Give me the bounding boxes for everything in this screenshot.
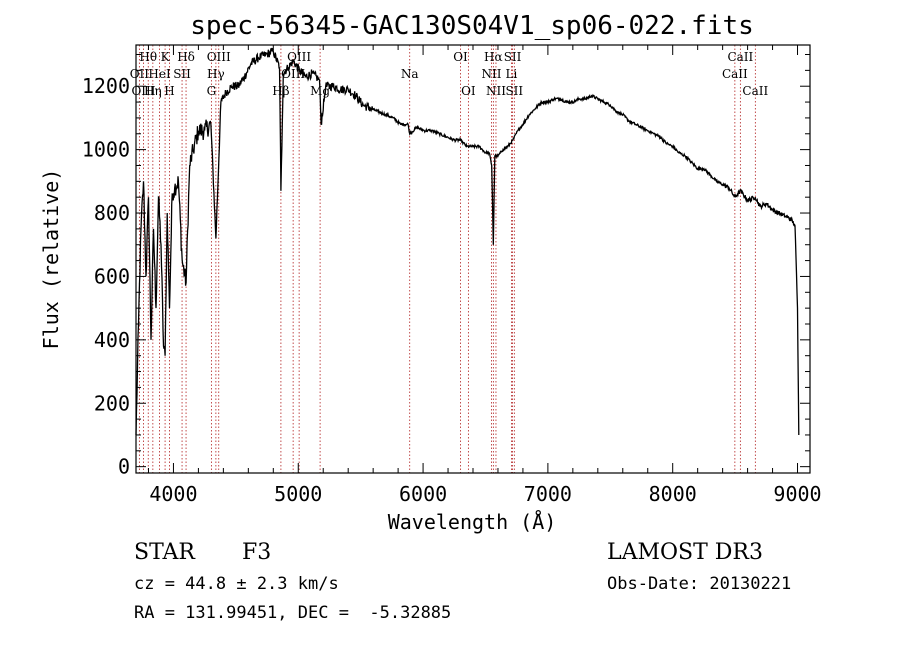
line-label: HeI xyxy=(148,67,171,81)
line-label: CaII xyxy=(742,84,768,98)
x-tick-label: 7000 xyxy=(524,482,572,506)
line-label: Hβ xyxy=(272,84,289,98)
y-tick-label: 1200 xyxy=(82,74,130,98)
line-label: SII xyxy=(173,67,191,81)
survey-name: LAMOST DR3 xyxy=(607,540,763,565)
y-tick-label: 600 xyxy=(94,264,130,288)
x-axis-ticks: 4000 5000 6000 7000 8000 9000 xyxy=(147,45,822,506)
redshift-readout: cz = 44.8 ± 2.3 km/s xyxy=(134,574,339,594)
x-tick-label: 6000 xyxy=(399,482,447,506)
line-label: Na xyxy=(401,67,419,81)
y-tick-label: 800 xyxy=(94,201,130,225)
y-tick-label: 200 xyxy=(94,391,130,415)
reference-lines xyxy=(138,45,756,473)
line-label: Hδ xyxy=(177,50,195,64)
line-label: G xyxy=(207,84,217,98)
line-label: SII xyxy=(504,50,522,64)
y-tick-label: 400 xyxy=(94,328,130,352)
line-label: Hγ xyxy=(207,67,225,81)
line-label: OIII xyxy=(131,84,155,98)
y-tick-label: 0 xyxy=(118,455,130,479)
coordinates-readout: RA = 131.99451, DEC = -5.32885 xyxy=(134,603,452,623)
y-tick-label: 1000 xyxy=(82,138,130,162)
line-label: H xyxy=(164,84,174,98)
line-label: OIII xyxy=(287,50,311,64)
line-label: OIII xyxy=(207,50,231,64)
x-tick-label: 8000 xyxy=(649,482,697,506)
line-label: CaII xyxy=(722,67,748,81)
chart-title: spec-56345-GAC130S04V1_sp06-022.fits xyxy=(190,11,754,41)
line-label: CaII xyxy=(727,50,753,64)
line-label: NII xyxy=(481,67,501,81)
y-axis-ticks: 0 200 400 600 800 1000 1200 xyxy=(82,54,810,479)
spectrum-line xyxy=(135,47,800,436)
line-label: Hα xyxy=(484,50,503,64)
x-tick-label: 5000 xyxy=(274,482,322,506)
line-label: OI xyxy=(453,50,468,64)
x-tick-label: 9000 xyxy=(773,482,821,506)
line-label: SII xyxy=(505,84,523,98)
line-label: K xyxy=(161,50,171,64)
observation-date: Obs-Date: 20130221 xyxy=(607,574,792,594)
object-class: STAR xyxy=(134,540,195,565)
line-label: NII xyxy=(486,84,506,98)
y-axis-label: Flux (relative) xyxy=(39,169,63,350)
line-label: OII xyxy=(130,67,150,81)
line-label: Hθ xyxy=(139,50,157,64)
x-axis-label: Wavelength (Å) xyxy=(388,510,557,534)
line-label: OI xyxy=(461,84,476,98)
line-label: Hη xyxy=(144,84,162,98)
x-tick-label: 4000 xyxy=(149,482,197,506)
line-label: Li xyxy=(506,67,518,81)
object-subclass: F3 xyxy=(242,540,272,565)
plot-frame xyxy=(135,44,811,474)
